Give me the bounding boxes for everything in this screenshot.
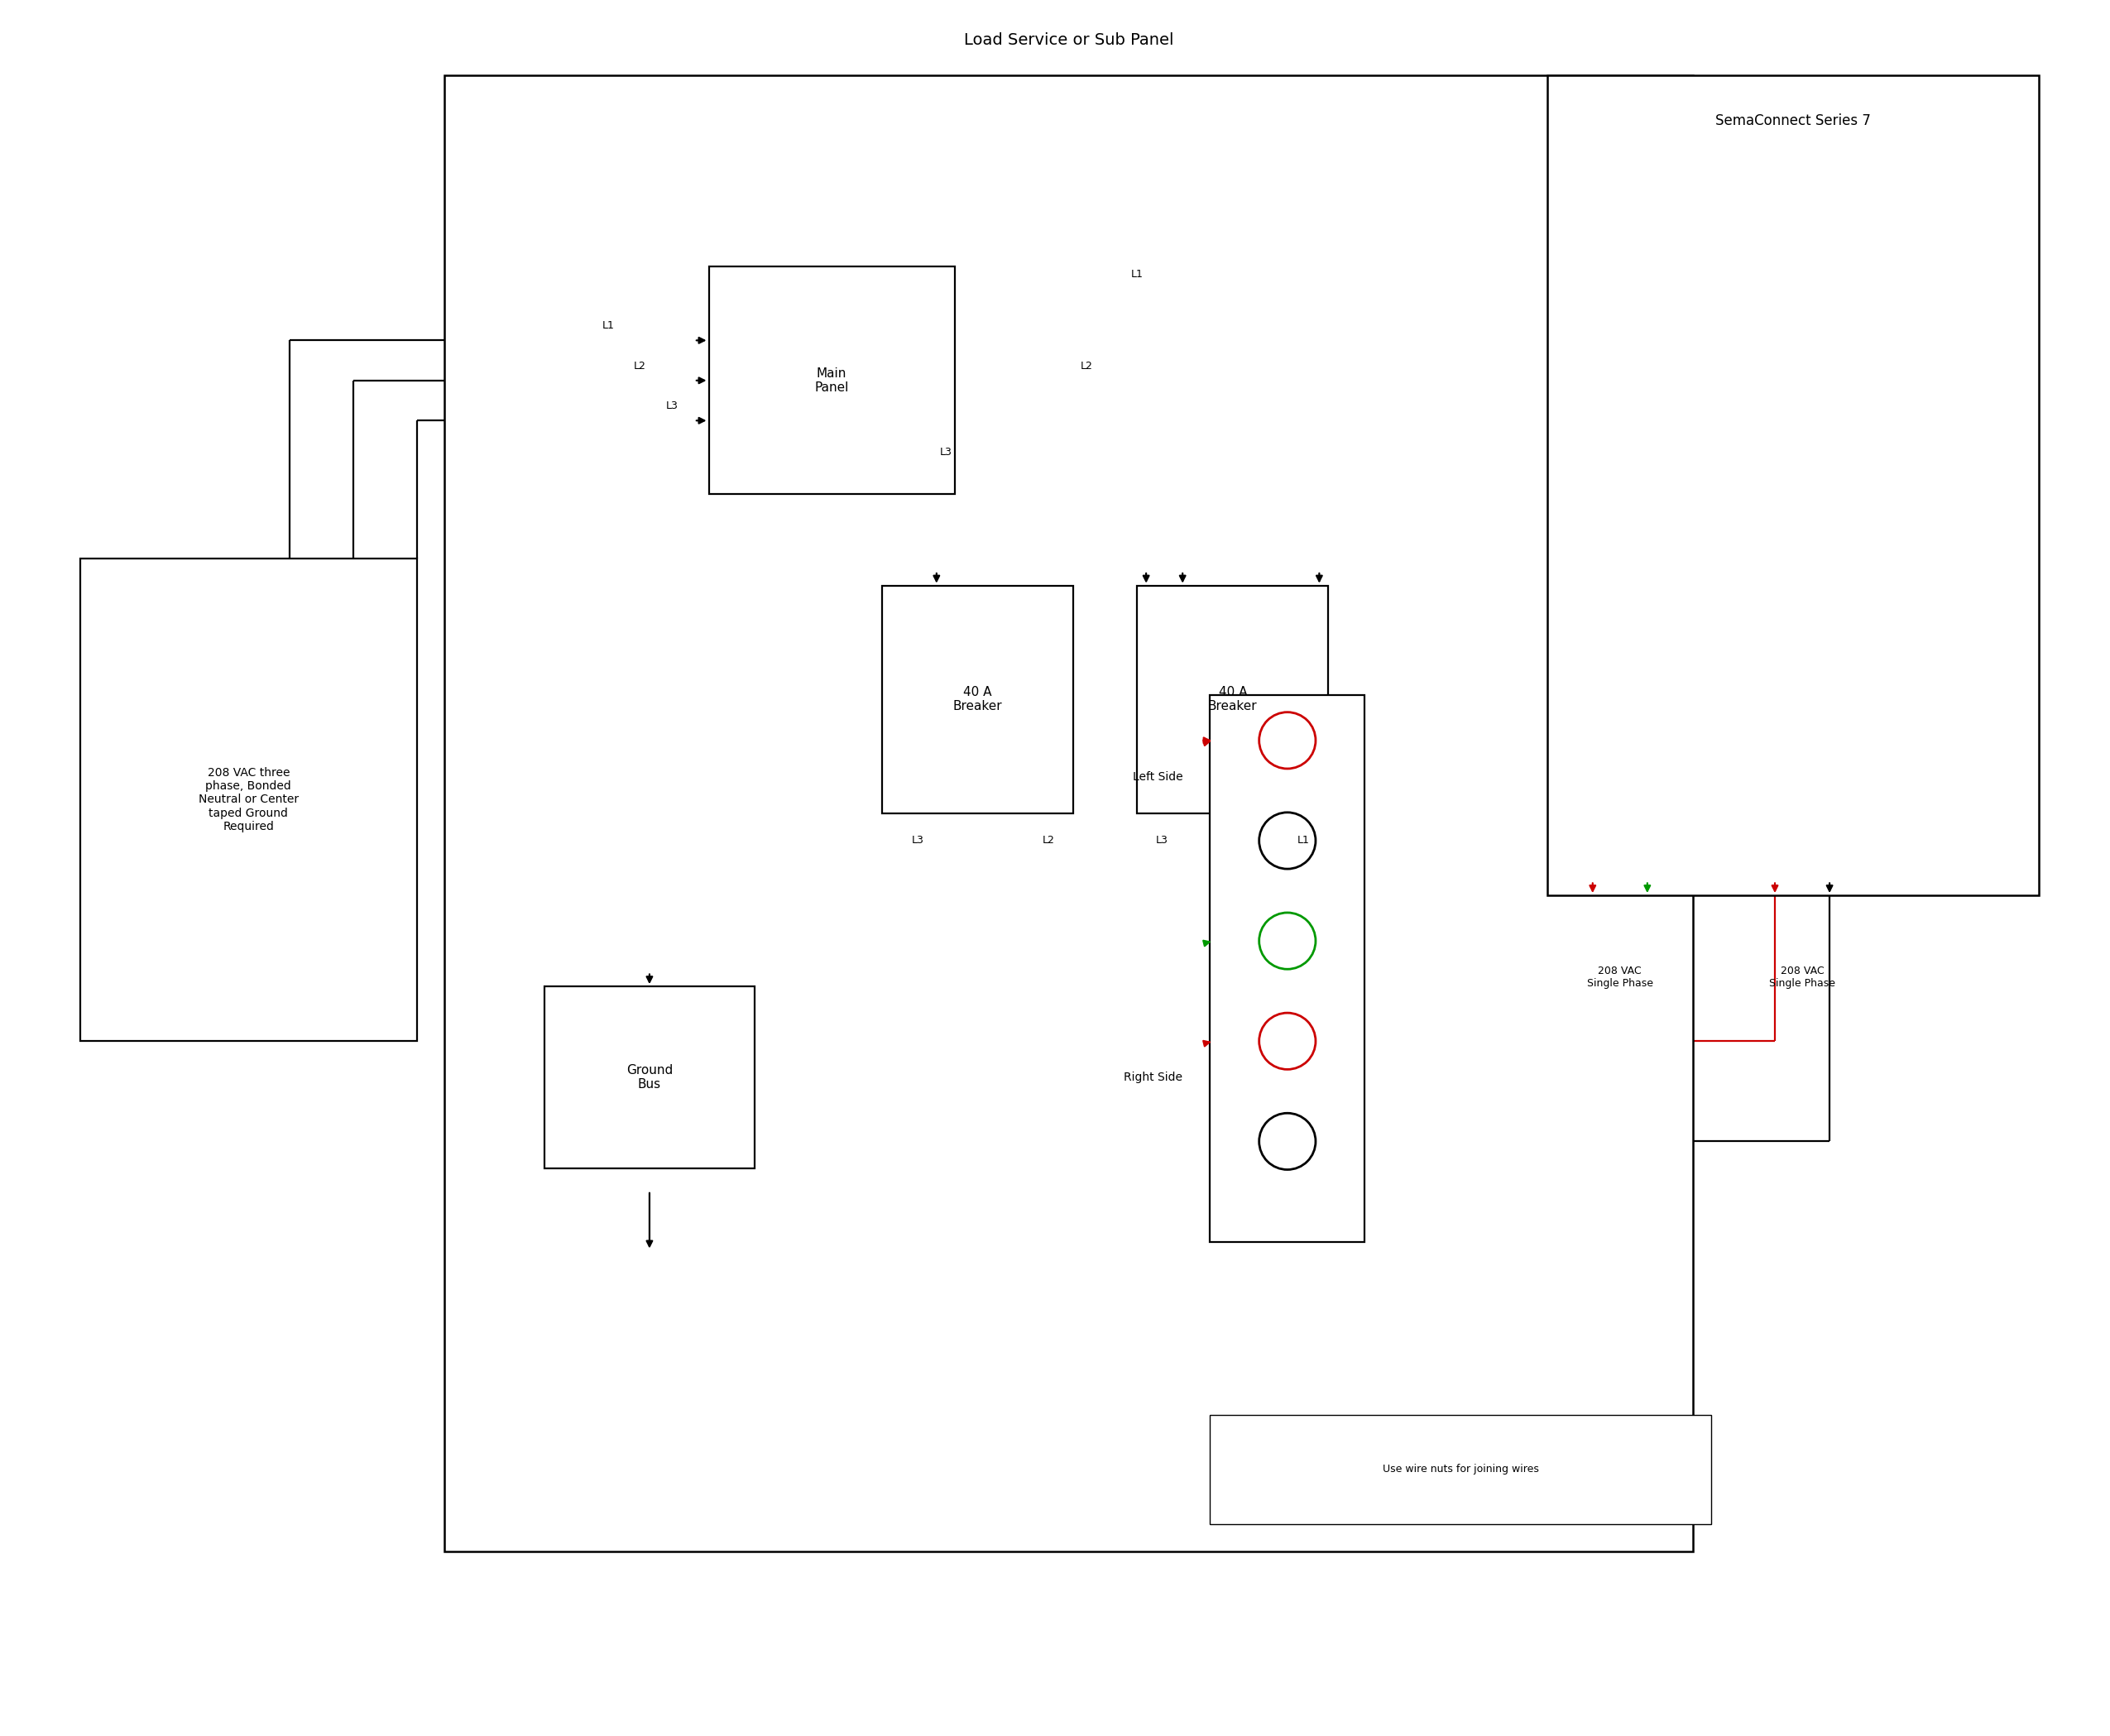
Text: Left Side: Left Side — [1133, 771, 1182, 783]
Text: 208 VAC
Single Phase: 208 VAC Single Phase — [1587, 965, 1652, 990]
Text: L1: L1 — [601, 321, 614, 332]
Text: L2: L2 — [633, 361, 646, 372]
Bar — [80, 559, 418, 1042]
Text: 208 VAC three
phase, Bonded
Neutral or Center
taped Ground
Required: 208 VAC three phase, Bonded Neutral or C… — [198, 767, 300, 832]
Text: SemaConnect Series 7: SemaConnect Series 7 — [1715, 113, 1872, 128]
Text: Use wire nuts for joining wires: Use wire nuts for joining wires — [1382, 1463, 1538, 1476]
Text: L1: L1 — [1131, 269, 1144, 279]
Bar — [445, 75, 1692, 1552]
Bar — [882, 585, 1074, 814]
Text: L1: L1 — [1298, 835, 1310, 845]
Text: Load Service or Sub Panel: Load Service or Sub Panel — [964, 33, 1173, 49]
Text: L3: L3 — [912, 835, 924, 845]
Bar — [1209, 694, 1365, 1241]
Bar — [1547, 75, 2038, 896]
Text: L2: L2 — [1042, 835, 1055, 845]
Text: Main
Panel: Main Panel — [814, 366, 848, 394]
Bar — [709, 267, 954, 495]
Text: L3: L3 — [939, 448, 952, 458]
Text: L3: L3 — [667, 401, 679, 411]
Bar — [544, 986, 753, 1168]
Text: 208 VAC
Single Phase: 208 VAC Single Phase — [1768, 965, 1836, 990]
Text: Right Side: Right Side — [1125, 1071, 1182, 1083]
Bar — [1137, 585, 1329, 814]
Text: L3: L3 — [1156, 835, 1169, 845]
Text: Ground
Bus: Ground Bus — [627, 1064, 673, 1090]
Text: L2: L2 — [1080, 361, 1093, 372]
Text: 40 A
Breaker: 40 A Breaker — [1209, 686, 1258, 713]
Bar — [1209, 1415, 1711, 1524]
Text: 40 A
Breaker: 40 A Breaker — [954, 686, 1002, 713]
